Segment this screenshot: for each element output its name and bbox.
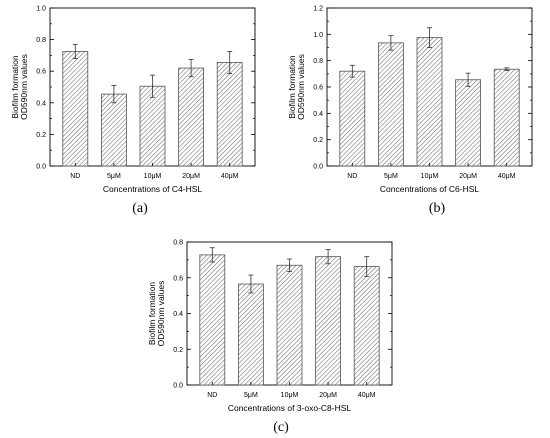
panel-b-xtick-1: 5μM bbox=[384, 173, 398, 180]
panel-a-bar bbox=[101, 93, 127, 167]
panel-a-xtick-2: 10μM bbox=[144, 173, 162, 180]
panel-c-bar bbox=[276, 264, 303, 386]
panel-b-ytick-5: 1.0 bbox=[313, 32, 323, 39]
panel-c-ytick-2: 0.4 bbox=[173, 311, 183, 318]
panel-c-xtick-0: ND bbox=[207, 392, 217, 399]
panel-b-xtick-3: 20μM bbox=[459, 173, 477, 180]
panel-b-ytick-0: 0.0 bbox=[313, 164, 323, 171]
panel-a-ytick-3: 0.6 bbox=[36, 69, 46, 76]
plot-area bbox=[186, 241, 393, 386]
panel-a-ytick-1: 0.2 bbox=[36, 132, 46, 139]
panel-a-ytick-0: 0.0 bbox=[36, 164, 46, 171]
panel-a-xlabel: Concentrations of C4-HSL bbox=[103, 184, 202, 194]
panel-b-bar bbox=[416, 37, 443, 167]
panel-b-bar bbox=[339, 70, 366, 167]
panel-a-label: (a) bbox=[132, 201, 148, 216]
panel-b-ytick-6: 1.2 bbox=[313, 6, 323, 13]
panel-a-bar bbox=[139, 85, 166, 167]
panel-b-bar bbox=[455, 79, 482, 167]
panel-c-xtick-4: 40μM bbox=[358, 392, 376, 399]
panel-a-xtick-3: 20μM bbox=[182, 173, 200, 180]
panel-c-bar bbox=[353, 266, 380, 386]
panel-c-label: (c) bbox=[273, 420, 289, 435]
panel-a-ylabel-line1: Biofilm formation bbox=[10, 55, 20, 119]
panel-b-bar bbox=[493, 68, 520, 167]
panel-c-ytick-0: 0.0 bbox=[173, 383, 183, 390]
panel-c-bar bbox=[237, 283, 264, 386]
panel-a-xtick-4: 40μM bbox=[221, 173, 239, 180]
panel-c-ylabel-line1: Biofilm formation bbox=[147, 282, 157, 346]
panel-c-xtick-2: 10μM bbox=[281, 392, 299, 399]
panel-a-ytick-4: 0.8 bbox=[36, 37, 46, 44]
panel-c-ytick-1: 0.2 bbox=[173, 347, 183, 354]
panel-b-ytick-1: 0.2 bbox=[313, 137, 323, 144]
panel-c-ytick-4: 0.8 bbox=[173, 240, 183, 247]
panel-b-ylabel-line2: OD590nm values bbox=[296, 54, 306, 120]
panel-a-bar bbox=[178, 67, 205, 167]
panel-c: 0.0 0.2 0.4 0.6 0.8 ND 5μM 10μM 20μM 40μ… bbox=[147, 240, 393, 435]
panel-b-ytick-4: 0.8 bbox=[313, 58, 323, 65]
panel-a-xtick-1: 5μM bbox=[107, 173, 121, 180]
panel-b: 0.0 0.2 0.4 0.6 0.8 1.0 1.2 ND 5μM 10μM … bbox=[287, 6, 533, 216]
panel-c-xtick-3: 20μM bbox=[319, 392, 337, 399]
panel-b-xtick-4: 40μM bbox=[498, 173, 516, 180]
panel-b-ytick-2: 0.4 bbox=[313, 111, 323, 118]
plot-area bbox=[49, 7, 256, 167]
panel-b-bar bbox=[377, 42, 404, 167]
panel-a-xtick-0: ND bbox=[70, 173, 80, 180]
panel-a-ytick-2: 0.4 bbox=[36, 100, 46, 107]
panel-c-bar bbox=[315, 256, 342, 386]
panel-a-ylabel-line2: OD590nm values bbox=[19, 54, 29, 120]
panel-b-label: (b) bbox=[429, 201, 446, 216]
panel-c-bar bbox=[199, 254, 226, 386]
panel-b-xtick-0: ND bbox=[347, 173, 357, 180]
plot-area bbox=[326, 7, 533, 167]
panel-c-ylabel-line2: OD590nm values bbox=[156, 281, 166, 347]
panel-a-ytick-5: 1.0 bbox=[36, 6, 46, 13]
panel-c-xlabel: Concentrations of 3-oxo-C8-HSL bbox=[228, 403, 352, 413]
panel-a-bar bbox=[216, 62, 243, 167]
panel-c-xtick-1: 5μM bbox=[244, 392, 258, 399]
panel-a: 0.0 0.2 0.4 0.6 0.8 1.0 ND 5μM 10μM 20μM… bbox=[10, 6, 256, 216]
panel-c-ytick-3: 0.6 bbox=[173, 275, 183, 282]
panel-b-ytick-3: 0.6 bbox=[313, 85, 323, 92]
panel-a-bar bbox=[62, 51, 89, 167]
panel-b-xtick-2: 10μM bbox=[421, 173, 439, 180]
panel-b-ylabel-line1: Biofilm formation bbox=[287, 55, 297, 119]
panel-b-xlabel: Concentrations of C6-HSL bbox=[380, 184, 479, 194]
